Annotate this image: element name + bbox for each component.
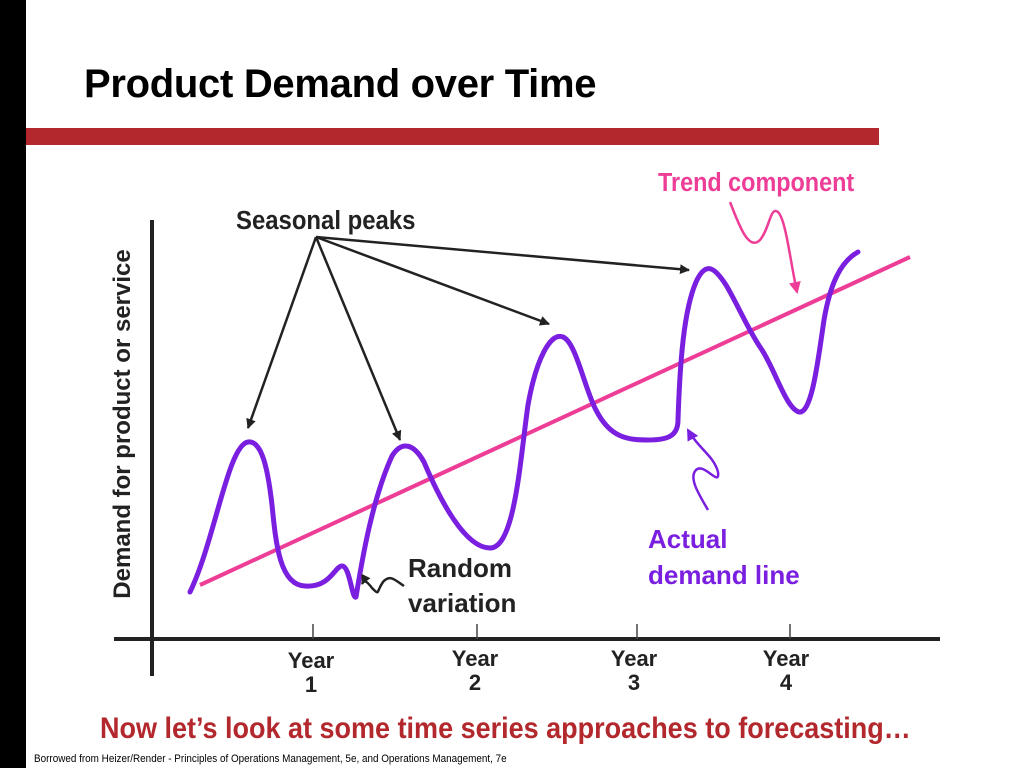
tick-label-year-3: Year xyxy=(611,646,658,671)
tick-label-year-2-number: 2 xyxy=(469,670,481,695)
trend-component-arrow xyxy=(728,201,801,294)
tick-label-year-2: Year xyxy=(452,646,499,671)
random-variation-arrow xyxy=(360,573,405,594)
credit-line: Borrowed from Heizer/Render - Principles… xyxy=(34,753,507,765)
tick-label-year-3-number: 3 xyxy=(628,670,640,695)
random-variation-label-line1: Random xyxy=(408,553,512,583)
bottom-caption: Now let’s look at some time series appro… xyxy=(100,712,911,745)
trend-line xyxy=(199,255,911,587)
random-variation-label-line2: variation xyxy=(408,588,516,618)
actual-demand-curve xyxy=(187,249,861,600)
tick-label-year-4: Year xyxy=(763,646,810,671)
actual-demand-label-line1: Actual xyxy=(648,524,727,554)
y-axis-label: Demand for product or service xyxy=(109,249,136,598)
seasonal-arrow-3 xyxy=(315,235,550,326)
slide-title: Product Demand over Time xyxy=(84,62,597,106)
seasonal-arrow-1 xyxy=(246,236,318,429)
slide-left-bar xyxy=(0,0,26,768)
tick-label-year-1: Year xyxy=(288,648,335,673)
tick-label-year-4-number: 4 xyxy=(780,670,793,695)
tick-label-year-1-number: 1 xyxy=(305,672,317,697)
seasonal-arrow-4 xyxy=(315,235,690,275)
trend-component-label: Trend component xyxy=(658,169,854,197)
actual-demand-label-line2: demand line xyxy=(648,560,800,590)
actual-demand-arrow xyxy=(686,428,720,511)
title-rule xyxy=(26,128,879,145)
seasonal-peaks-label: Seasonal peaks xyxy=(236,206,415,235)
seasonal-arrow-2 xyxy=(314,236,402,441)
